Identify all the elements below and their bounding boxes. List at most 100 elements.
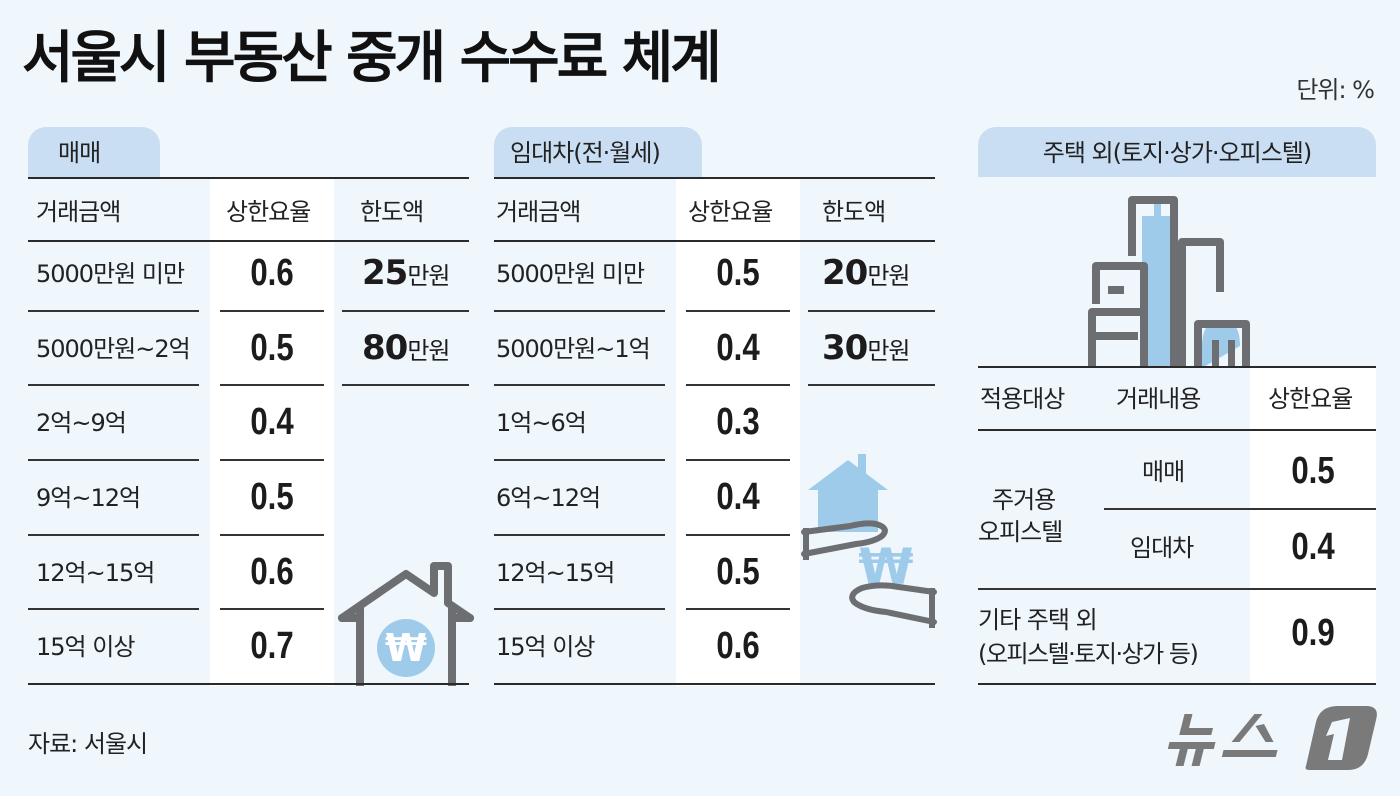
divider <box>686 310 790 312</box>
divider <box>808 384 935 386</box>
svg-text:₩: ₩ <box>385 626 427 670</box>
sale-rate-column-bg <box>210 178 334 686</box>
header-limit: 한도액 <box>360 198 424 226</box>
amount-cell: 15억 이상 <box>36 633 135 661</box>
amount-cell: 6억~12억 <box>496 484 601 512</box>
divider <box>494 683 935 685</box>
unit-label: 단위: % <box>1296 76 1375 104</box>
rate-cell: 0.6 <box>250 252 294 294</box>
page-title: 서울시 부동산 중개 수수료 체계 <box>22 26 722 91</box>
divider <box>342 384 469 386</box>
lease-tag: 임대차(전·월세) <box>494 127 702 177</box>
non-housing-tag: 주택 외(토지·상가·오피스텔) <box>978 127 1376 177</box>
amount-cell: 2억~9억 <box>36 409 127 437</box>
rate-cell: 0.9 <box>1291 612 1335 654</box>
rate-cell: 0.4 <box>1291 526 1335 568</box>
limit-cell: 20만원 <box>822 256 911 290</box>
divider <box>220 534 324 536</box>
amount-cell: 9억~12억 <box>36 484 141 512</box>
amount-cell: 12억~15억 <box>496 559 615 587</box>
divider <box>978 588 1376 590</box>
divider <box>978 366 1376 368</box>
deal-cell: 임대차 <box>1130 534 1194 562</box>
limit-cell: 80만원 <box>362 328 451 368</box>
deal-cell: 매매 <box>1142 458 1185 486</box>
divider <box>686 534 790 536</box>
divider <box>494 310 665 312</box>
rate-cell: 0.4 <box>716 327 760 369</box>
divider <box>28 608 199 610</box>
divider <box>686 459 790 461</box>
divider <box>686 608 790 610</box>
header-limit: 한도액 <box>822 198 886 226</box>
rate-cell: 0.7 <box>250 625 294 667</box>
divider <box>28 240 469 242</box>
header-rate: 상한요율 <box>688 198 773 226</box>
divider <box>494 240 935 242</box>
divider <box>28 683 469 685</box>
rate-cell: 0.3 <box>716 401 760 443</box>
header-rate: 상한요율 <box>226 198 311 226</box>
officetel-target-line2: 오피스텔 <box>978 518 1063 546</box>
source-note: 자료: 서울시 <box>28 730 148 758</box>
divider <box>978 429 1376 431</box>
limit-number: 25 <box>362 253 408 293</box>
divider <box>494 608 665 610</box>
rate-cell: 0.5 <box>250 327 294 369</box>
divider <box>494 384 665 386</box>
non-housing-rate-column-bg <box>1250 368 1376 684</box>
amount-cell: 5000만원~1억 <box>496 335 651 363</box>
divider <box>494 534 665 536</box>
officetel-target-line1: 주거용 <box>992 486 1056 514</box>
divider <box>686 384 790 386</box>
rate-cell: 0.5 <box>716 551 760 593</box>
limit-number: 80 <box>362 328 408 368</box>
limit-cell: 25만원 <box>362 253 451 293</box>
rate-cell: 0.6 <box>716 625 760 667</box>
limit-number: 30 <box>822 328 868 368</box>
amount-cell: 15억 이상 <box>496 633 595 661</box>
rate-cell: 0.5 <box>716 252 760 294</box>
divider <box>220 459 324 461</box>
amount-cell: 1억~6억 <box>496 409 587 437</box>
other-target-line1: 기타 주택 외 <box>978 606 1098 634</box>
other-target-line2: (오피스텔·토지·상가 등) <box>978 640 1199 668</box>
limit-unit: 만원 <box>407 337 450 365</box>
divider <box>28 310 199 312</box>
hands-exchange-icon: ₩ <box>800 452 940 632</box>
divider <box>978 683 1376 685</box>
rate-cell: 0.4 <box>716 476 760 518</box>
divider <box>220 608 324 610</box>
rate-cell: 0.4 <box>250 401 294 443</box>
rate-cell: 0.5 <box>1291 450 1335 492</box>
header-amount: 거래금액 <box>496 198 581 226</box>
limit-unit: 만원 <box>407 262 450 290</box>
amount-cell: 5000만원 미만 <box>36 260 185 288</box>
divider <box>220 310 324 312</box>
divider <box>28 384 199 386</box>
limit-unit: 만원 <box>867 337 910 365</box>
header-amount: 거래금액 <box>36 198 121 226</box>
limit-unit: 만원 <box>867 262 910 290</box>
news1-logo <box>1166 700 1380 776</box>
rate-cell: 0.5 <box>250 476 294 518</box>
house-won-icon: ₩ <box>336 560 476 686</box>
amount-cell: 5000만원 미만 <box>496 260 645 288</box>
header-deal: 거래내용 <box>1116 385 1201 413</box>
header-target: 적용대상 <box>980 385 1065 413</box>
divider <box>28 177 469 179</box>
divider <box>1104 508 1376 510</box>
divider <box>342 310 469 312</box>
amount-cell: 5000만원~2억 <box>36 335 191 363</box>
header-rate: 상한요율 <box>1268 385 1353 413</box>
amount-cell: 12억~15억 <box>36 559 155 587</box>
divider <box>494 459 665 461</box>
rate-cell: 0.6 <box>250 551 294 593</box>
lease-rate-column-bg <box>676 178 800 686</box>
limit-cell: 30만원 <box>822 328 911 368</box>
divider <box>494 177 935 179</box>
sale-tag: 매매 <box>28 127 160 177</box>
divider <box>808 310 935 312</box>
divider <box>220 384 324 386</box>
buildings-icon <box>1088 196 1258 368</box>
